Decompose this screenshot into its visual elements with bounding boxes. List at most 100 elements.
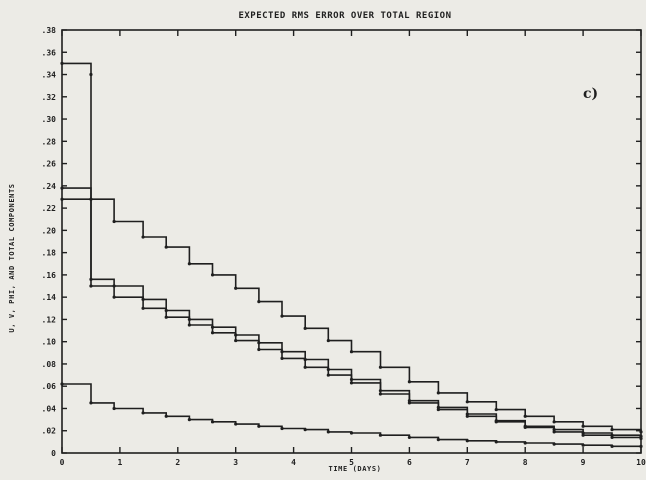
series-2-point xyxy=(164,245,168,249)
series-4-point xyxy=(187,418,191,422)
series-2-point xyxy=(234,286,238,290)
series-4-point xyxy=(89,401,93,405)
series-3-point xyxy=(187,323,191,327)
series-2-point xyxy=(581,424,585,428)
y-tick-label: .38 xyxy=(42,26,57,35)
x-tick-label: 0 xyxy=(60,458,65,467)
y-tick-label: .26 xyxy=(42,160,57,169)
y-tick-label: .28 xyxy=(42,137,57,146)
x-tick-label: 6 xyxy=(407,458,412,467)
series-2-point xyxy=(465,400,469,404)
chart-title: EXPECTED RMS ERROR OVER TOTAL REGION xyxy=(238,11,451,21)
series-4-point xyxy=(164,414,168,418)
y-tick-label: .22 xyxy=(42,204,57,213)
series-3-point xyxy=(303,365,307,369)
series-3-point xyxy=(141,306,145,310)
series-3-point xyxy=(407,401,411,405)
y-tick-label: .04 xyxy=(42,404,57,413)
y-tick-label: .34 xyxy=(42,71,57,80)
y-ticks: 0 .02 .04 .06 .08 .10 .12 .14 .16 .18 .20 .22 .24 .26… xyxy=(42,26,641,458)
series-3-point xyxy=(523,425,527,429)
series-2-point xyxy=(280,314,284,318)
series-2-point xyxy=(436,391,440,395)
series-3-point xyxy=(210,331,215,335)
series-2-point xyxy=(112,219,116,224)
x-tick-label: 9 xyxy=(581,458,586,467)
series-1-point xyxy=(89,72,93,77)
series-3-point xyxy=(112,295,116,299)
series-3-point xyxy=(436,407,440,412)
x-ticks: 0 1 2 3 4 5 6 7 8 9 10 xyxy=(60,30,646,467)
series-1-point xyxy=(60,61,64,65)
series-2-point xyxy=(187,262,191,266)
series-3-line xyxy=(62,198,642,439)
x-tick-label: 8 xyxy=(523,458,528,467)
series-layer xyxy=(60,61,643,448)
series-3-point xyxy=(494,420,498,424)
y-tick-label: .10 xyxy=(42,338,57,347)
series-2-point xyxy=(141,235,145,239)
series-4-point xyxy=(210,420,215,424)
y-tick-label: .14 xyxy=(42,293,57,302)
series-2-point xyxy=(210,273,215,277)
plot-frame xyxy=(61,29,642,454)
series-4-point xyxy=(349,431,354,435)
x-tick-label: 7 xyxy=(465,458,470,467)
series-2-point xyxy=(60,186,64,190)
series-2-point xyxy=(407,380,411,384)
series-2-point xyxy=(326,338,330,343)
x-tick-label: 2 xyxy=(175,458,180,467)
y-tick-label: .18 xyxy=(42,249,57,258)
series-3-point xyxy=(610,435,614,440)
series-3-point xyxy=(552,430,556,434)
series-4-point xyxy=(257,424,261,428)
series-3-point xyxy=(280,356,284,360)
series-4-point xyxy=(639,444,643,448)
series-4-point xyxy=(141,411,145,415)
series-4-point xyxy=(581,443,585,447)
series-2-point xyxy=(610,428,614,432)
series-4-point xyxy=(112,406,116,411)
panel-label: c) xyxy=(583,86,598,102)
series-3-point xyxy=(465,414,469,418)
series-2-point xyxy=(378,365,383,369)
series-3-point xyxy=(349,381,354,385)
x-axis-label: TIME (DAYS) xyxy=(329,465,382,473)
series-4-point xyxy=(494,440,498,444)
series-4-point xyxy=(523,441,527,445)
series-3-point xyxy=(639,436,643,441)
series-3-point xyxy=(257,347,261,352)
series-3-point xyxy=(378,392,383,396)
series-3-point xyxy=(581,433,585,437)
series-4-point xyxy=(552,442,556,446)
y-tick-label: .36 xyxy=(42,48,57,57)
series-4-line xyxy=(62,383,641,448)
series-4-point xyxy=(234,422,238,426)
y-axis-label: U, V, PHI, AND TOTAL COMPONENTS xyxy=(8,183,16,332)
x-tick-label: 1 xyxy=(117,458,122,467)
series-4-point xyxy=(610,444,614,448)
series-4-point xyxy=(465,439,469,443)
series-3-point xyxy=(234,338,238,343)
y-tick-label: .16 xyxy=(42,271,57,280)
y-tick-label: .02 xyxy=(42,427,57,436)
x-tick-label: 3 xyxy=(233,458,238,467)
x-tick-label: 10 xyxy=(636,458,646,467)
x-tick-label: 4 xyxy=(291,458,296,467)
series-2-point xyxy=(639,430,643,434)
series-4-point xyxy=(436,438,440,442)
y-tick-label: .24 xyxy=(42,182,57,191)
y-tick-label: .08 xyxy=(42,360,57,369)
series-4-point xyxy=(326,430,330,434)
series-2-point xyxy=(523,414,527,418)
y-tick-label: 0 xyxy=(51,449,56,458)
series-1-line xyxy=(62,62,642,437)
series-2-line xyxy=(62,187,642,432)
y-tick-label: .30 xyxy=(42,115,57,124)
series-4-point xyxy=(60,382,64,386)
series-2-point xyxy=(257,300,261,304)
y-tick-label: .12 xyxy=(42,315,57,324)
series-3-point xyxy=(326,373,330,377)
